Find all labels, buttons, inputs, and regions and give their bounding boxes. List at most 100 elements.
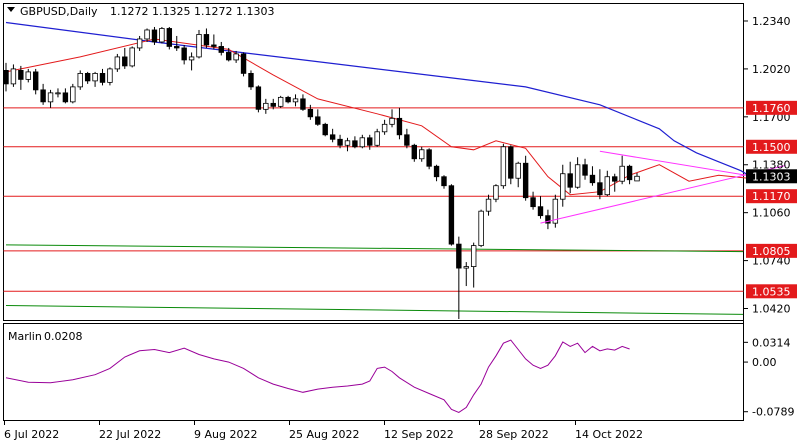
candle — [255, 85, 262, 113]
candle-body — [203, 34, 210, 46]
candle-body — [478, 210, 484, 247]
symbol-header: GBPUSD,Daily — [20, 5, 98, 18]
candle-body — [129, 47, 135, 67]
candle-body — [144, 29, 150, 40]
candle-body — [367, 137, 373, 146]
candle — [174, 35, 180, 51]
candle-body — [604, 176, 611, 196]
indicator-line — [5, 339, 630, 413]
level-label-bg — [746, 189, 797, 204]
candle — [337, 134, 343, 149]
candle — [277, 95, 284, 108]
candle-body — [530, 197, 536, 208]
candle-body — [151, 29, 158, 43]
level-label-bg — [746, 100, 797, 115]
candle — [136, 35, 143, 51]
candle-body — [381, 123, 388, 133]
candle-body — [70, 86, 76, 103]
main-panel-frame — [3, 3, 744, 321]
candle — [144, 28, 150, 42]
candle-body — [84, 72, 91, 82]
candle-body — [188, 56, 195, 61]
candle-body — [404, 134, 410, 146]
level-label: 1.0535 — [752, 285, 791, 298]
candle — [218, 41, 224, 56]
candle-body — [537, 206, 544, 217]
indicator-tick-label: 0.0314 — [752, 336, 791, 349]
candle-body — [300, 98, 306, 110]
level-label-bg — [746, 284, 797, 299]
candle — [634, 172, 640, 182]
level-label: 1.1760 — [752, 102, 791, 115]
candle-body — [411, 144, 417, 160]
candle-body — [508, 146, 514, 179]
price-tick-label: 1.2340 — [752, 15, 791, 28]
candle-body — [240, 53, 247, 74]
candle-body — [500, 146, 507, 187]
candle — [70, 83, 76, 104]
ohlc-header: 1.1272 1.1325 1.1272 1.1303 — [110, 5, 274, 18]
candle — [315, 109, 321, 126]
candle — [411, 143, 417, 162]
candle — [263, 98, 269, 114]
candle-body — [470, 245, 477, 267]
candle-body — [270, 102, 276, 107]
candle-body — [448, 185, 455, 245]
time-tick-label: 9 Aug 2022 — [194, 428, 257, 441]
marlin-line — [5, 339, 630, 413]
candle — [151, 26, 158, 45]
candle — [62, 88, 69, 104]
level-labels: 1.1760 1.1500 1.1170 1.0805 1.0535 — [746, 100, 797, 299]
triangle-lower-line — [540, 165, 786, 224]
indicator-panel-frame — [3, 323, 744, 421]
candle — [122, 47, 128, 69]
candle-body — [522, 162, 529, 199]
candle — [374, 128, 380, 147]
candle-body — [329, 134, 336, 140]
candle — [433, 164, 440, 182]
candle-body — [122, 56, 128, 67]
candle-body — [18, 70, 24, 80]
candle-body — [255, 86, 262, 110]
price-tick-label: 1.0420 — [752, 303, 791, 316]
candle-body — [62, 92, 69, 103]
candle-body — [10, 68, 17, 85]
candle — [188, 52, 195, 71]
candle — [329, 128, 336, 143]
candle-body — [582, 164, 588, 176]
candle-body — [55, 92, 61, 95]
candle — [352, 136, 358, 149]
indicator-tick-label: 0.00 — [752, 356, 777, 369]
indicator-axis: 0.0314 0.00 -0.0789 — [743, 336, 794, 419]
candle — [292, 94, 299, 107]
candle — [25, 68, 31, 83]
candle — [248, 70, 254, 90]
candle-body — [515, 162, 521, 179]
candle — [181, 44, 187, 65]
candle — [567, 161, 573, 194]
candle — [530, 191, 536, 210]
candle-body — [374, 131, 380, 146]
candle — [40, 83, 46, 105]
candle-body — [589, 174, 596, 184]
candle — [441, 175, 447, 189]
dropdown-arrow-icon[interactable] — [7, 7, 15, 12]
candle — [307, 104, 314, 120]
candle-body — [597, 182, 603, 196]
candle — [381, 119, 388, 135]
candle-body — [396, 117, 403, 136]
candle — [619, 155, 625, 185]
candle-body — [107, 68, 113, 83]
candles — [3, 26, 640, 319]
candle-body — [114, 56, 121, 70]
candle-body — [174, 46, 180, 49]
candle — [470, 242, 477, 288]
candle — [500, 143, 507, 189]
candle — [77, 70, 83, 90]
level-lines — [3, 107, 744, 292]
candle — [10, 64, 17, 87]
candle — [560, 164, 566, 207]
candle-body — [493, 185, 499, 200]
